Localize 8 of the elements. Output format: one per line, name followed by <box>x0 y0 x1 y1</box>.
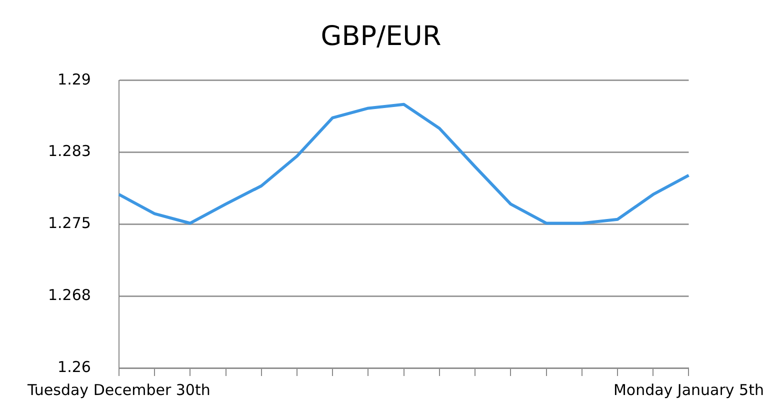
y-tick-label: 1.275 <box>48 214 91 232</box>
y-tick-label: 1.268 <box>48 286 91 304</box>
y-tick-label: 1.26 <box>58 358 91 376</box>
x-tick-label: Monday January 5th <box>613 380 764 399</box>
y-tick-label: 1.283 <box>48 142 91 160</box>
chart-title: GBP/EUR <box>320 21 442 52</box>
x-tick-label: Tuesday December 30th <box>26 380 210 399</box>
y-tick-label: 1.29 <box>58 70 91 88</box>
